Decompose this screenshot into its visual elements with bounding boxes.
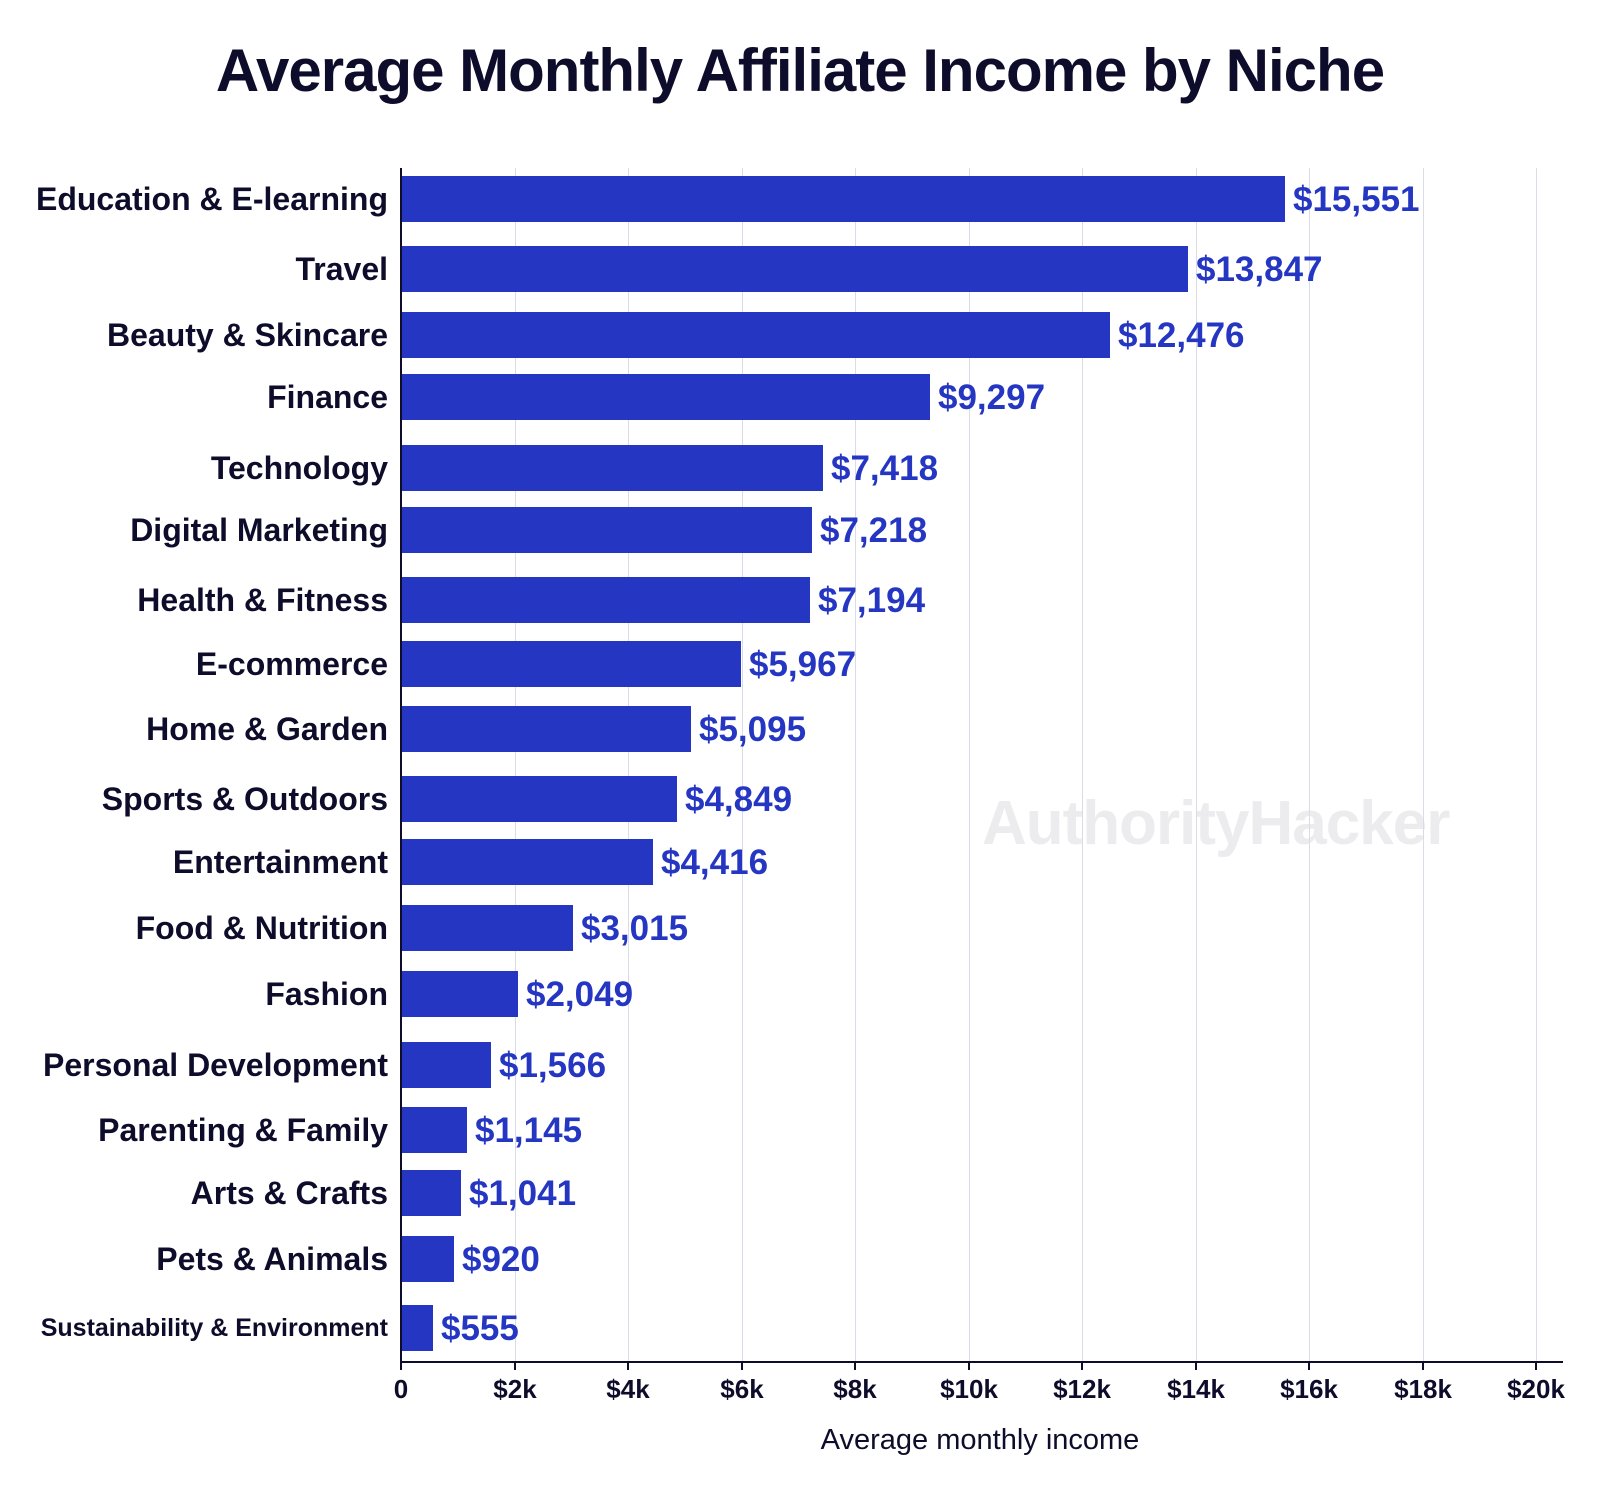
gridline — [1423, 168, 1424, 1361]
value-label: $1,145 — [475, 1111, 583, 1150]
value-label: $7,218 — [820, 511, 928, 550]
x-tick-mark — [514, 1362, 516, 1370]
x-tick-label: $8k — [833, 1374, 877, 1404]
bar — [402, 1042, 491, 1088]
gridline — [1196, 168, 1197, 1361]
category-label: Digital Marketing — [130, 512, 388, 548]
value-label: $920 — [462, 1240, 540, 1279]
x-tick-label: $16k — [1280, 1374, 1338, 1404]
value-label: $5,967 — [749, 645, 857, 684]
x-tick-mark — [1195, 1362, 1197, 1370]
bar — [402, 445, 823, 491]
category-label: Education & E-learning — [35, 181, 388, 217]
category-label: Beauty & Skincare — [106, 317, 388, 353]
bar — [402, 374, 930, 420]
x-tick-label: $2k — [493, 1374, 537, 1404]
bar — [402, 246, 1188, 292]
x-tick-mark — [400, 1362, 402, 1370]
bar — [402, 1107, 467, 1153]
category-label: Finance — [267, 379, 388, 415]
category-label: Parenting & Family — [98, 1112, 388, 1148]
category-label: Sports & Outdoors — [101, 781, 388, 817]
bar — [402, 577, 810, 623]
category-label: E-commerce — [195, 646, 388, 682]
gridline — [1309, 168, 1310, 1361]
chart-title: Average Monthly Affiliate Income by Nich… — [215, 37, 1385, 104]
gridline — [628, 168, 629, 1361]
x-tick-label: $20k — [1507, 1374, 1565, 1404]
bar — [402, 776, 677, 822]
value-label: $1,041 — [469, 1174, 577, 1213]
category-label: Food & Nutrition — [135, 910, 388, 946]
gridline — [855, 168, 856, 1361]
value-label: $1,566 — [499, 1046, 607, 1085]
x-tick-label: $4k — [606, 1374, 650, 1404]
x-tick-label: $14k — [1167, 1374, 1225, 1404]
x-axis-label: Average monthly income — [820, 1424, 1140, 1456]
value-label: $7,194 — [818, 581, 926, 620]
gridline — [1082, 168, 1083, 1361]
value-label: $15,551 — [1293, 180, 1420, 219]
x-tick-mark — [1081, 1362, 1083, 1370]
bar — [402, 971, 518, 1017]
x-tick-label: $6k — [720, 1374, 764, 1404]
value-label: $2,049 — [526, 975, 634, 1014]
category-label: Pets & Animals — [156, 1241, 388, 1277]
x-tick-label: $12k — [1053, 1374, 1111, 1404]
x-tick-mark — [854, 1362, 856, 1370]
x-tick-label: $18k — [1394, 1374, 1452, 1404]
bar — [402, 176, 1285, 222]
bar — [402, 641, 741, 687]
bar — [402, 839, 653, 885]
category-label: Entertainment — [172, 844, 388, 880]
y-axis-line — [400, 168, 402, 1364]
value-label: $4,849 — [685, 780, 793, 819]
x-tick-mark — [1535, 1362, 1537, 1370]
value-label: $7,418 — [831, 449, 939, 488]
value-label: $5,095 — [699, 710, 807, 749]
x-tick-label: 0 — [393, 1374, 409, 1404]
bar — [402, 1236, 454, 1282]
x-axis-line — [400, 1361, 1563, 1363]
x-tick-mark — [968, 1362, 970, 1370]
bar — [402, 312, 1110, 358]
category-label: Home & Garden — [146, 711, 388, 747]
bar — [402, 507, 812, 553]
bar — [402, 905, 573, 951]
x-tick-mark — [1422, 1362, 1424, 1370]
category-label: Arts & Crafts — [190, 1175, 388, 1211]
value-label: $4,416 — [661, 843, 769, 882]
category-label: Personal Development — [43, 1047, 388, 1083]
x-tick-mark — [741, 1362, 743, 1370]
gridline — [1536, 168, 1537, 1361]
gridline — [742, 168, 743, 1361]
x-tick-mark — [1308, 1362, 1310, 1370]
gridline — [515, 168, 516, 1361]
bar — [402, 1305, 433, 1351]
value-label: $555 — [441, 1309, 519, 1348]
x-tick-mark — [627, 1362, 629, 1370]
value-label: $9,297 — [938, 378, 1046, 417]
bar — [402, 1170, 461, 1216]
category-label: Health & Fitness — [137, 582, 388, 618]
gridline — [969, 168, 970, 1361]
value-label: $13,847 — [1196, 250, 1323, 289]
value-label: $12,476 — [1118, 316, 1245, 355]
category-label: Technology — [210, 450, 388, 486]
category-label: Sustainability & Environment — [40, 1314, 388, 1342]
bar — [402, 706, 691, 752]
value-label: $3,015 — [581, 909, 689, 948]
x-tick-label: $10k — [940, 1374, 998, 1404]
category-label: Travel — [295, 251, 388, 287]
category-label: Fashion — [265, 976, 388, 1012]
watermark: AuthorityHacker — [982, 789, 1450, 858]
